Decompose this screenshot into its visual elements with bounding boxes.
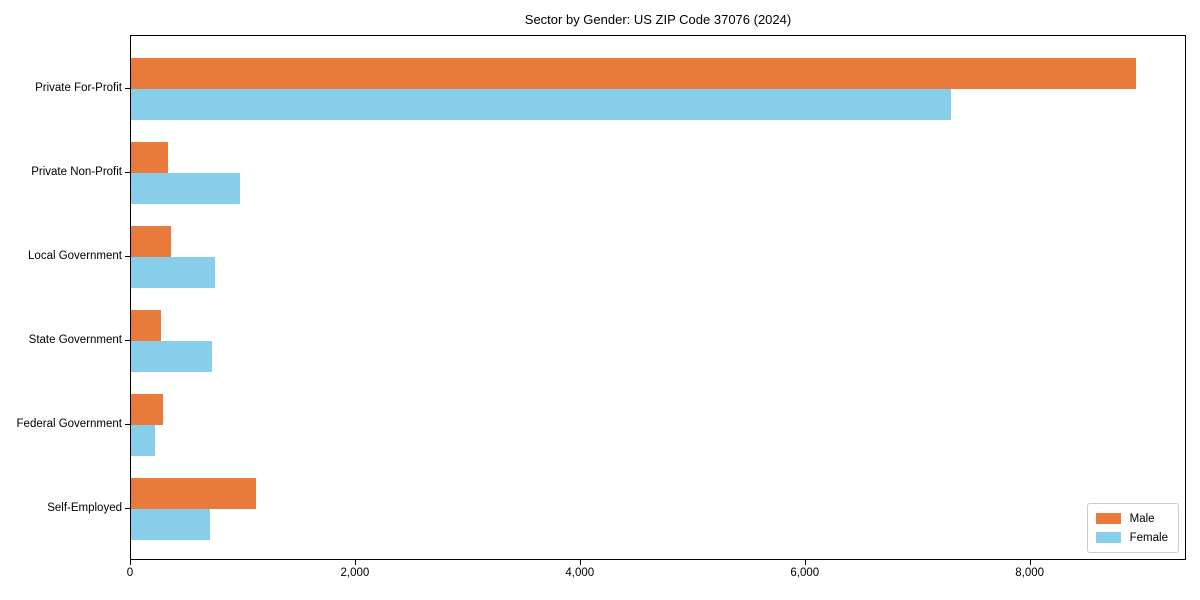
bar-male-state-government xyxy=(131,310,161,341)
chart-title: Sector by Gender: US ZIP Code 37076 (202… xyxy=(524,12,792,27)
legend-label: Male xyxy=(1129,512,1155,525)
y-tick-mark xyxy=(125,424,130,425)
x-tick-mark xyxy=(804,560,806,565)
y-category-label-state-government: State Government xyxy=(28,334,122,346)
x-tick-label: 6,000 xyxy=(790,567,820,579)
y-tick-mark xyxy=(125,172,130,173)
y-tick-mark xyxy=(125,256,130,257)
legend-label: Female xyxy=(1129,531,1168,544)
x-tick-mark xyxy=(130,560,131,565)
y-tick-mark xyxy=(125,88,130,89)
x-tick-mark xyxy=(1029,560,1031,565)
bar-female-state-government xyxy=(131,341,212,372)
y-category-label-federal-government: Federal Government xyxy=(16,418,122,430)
bar-female-private-for-profit xyxy=(131,89,951,120)
x-tick-label: 8,000 xyxy=(1015,567,1045,579)
y-axis-category-labels: Private For-Profit Private Non-Profit Loca… xyxy=(0,35,122,560)
legend-row-female: Female xyxy=(1095,528,1168,547)
bar-male-private-for-profit xyxy=(131,58,1137,89)
y-category-label-local-government: Local Government xyxy=(28,250,122,262)
bar-male-private-non-profit xyxy=(131,142,169,173)
bar-male-federal-government xyxy=(131,394,164,425)
y-tick-mark xyxy=(125,508,130,509)
bar-male-self-employed xyxy=(131,478,256,509)
bar-male-local-government xyxy=(131,226,171,257)
x-tick-label: 0 xyxy=(126,567,134,579)
bar-female-private-non-profit xyxy=(131,173,241,204)
x-tick-label: 4,000 xyxy=(565,567,595,579)
chart-legend: Male Female xyxy=(1086,503,1179,553)
y-tick-mark xyxy=(125,340,130,341)
legend-row-male: Male xyxy=(1095,509,1168,528)
bar-female-local-government xyxy=(131,257,215,288)
bar-female-self-employed xyxy=(131,509,210,540)
plot-area: Male Female xyxy=(130,35,1186,560)
y-category-label-private-non-profit: Private Non-Profit xyxy=(31,166,122,178)
legend-swatch-female xyxy=(1095,532,1121,543)
y-category-label-private-for-profit: Private For-Profit xyxy=(35,82,122,94)
y-category-label-self-employed: Self-Employed xyxy=(47,502,122,514)
x-tick-label: 2,000 xyxy=(340,567,370,579)
x-tick-mark xyxy=(579,560,581,565)
legend-swatch-male xyxy=(1095,513,1121,524)
x-tick-mark xyxy=(354,560,356,565)
bar-female-federal-government xyxy=(131,425,156,456)
x-axis-tick-labels: 0 2,000 4,000 6,000 8,000 xyxy=(126,566,1186,586)
